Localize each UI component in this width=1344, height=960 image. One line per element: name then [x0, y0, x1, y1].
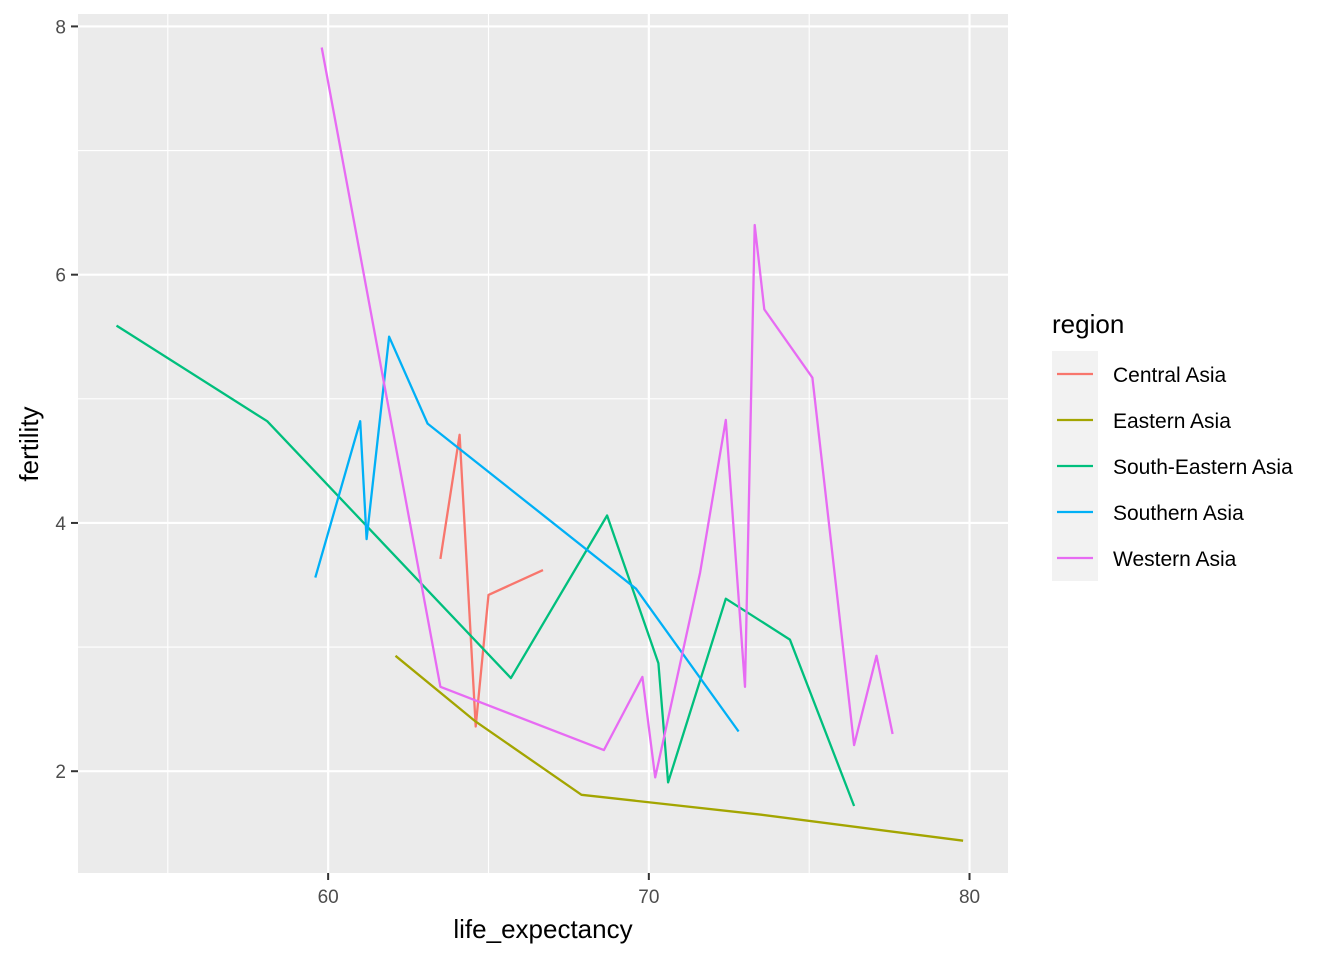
grid-major: [78, 14, 1008, 873]
legend-label-western-asia: Western Asia: [1113, 548, 1237, 571]
series-line-south-eastern-asia: [115, 324, 856, 807]
legend-label-south-eastern-asia: South-Eastern Asia: [1113, 456, 1293, 479]
x-axis-title: life_expectancy: [453, 914, 632, 944]
series-line-southern-asia: [314, 335, 740, 733]
y-tick-label: 6: [55, 266, 66, 287]
panel-background: [78, 14, 1008, 873]
legend-label-southern-asia: Southern Asia: [1113, 502, 1244, 525]
y-tick-label: 2: [55, 762, 66, 783]
axis-ticks: [71, 25, 971, 880]
x-tick-label: 80: [959, 887, 980, 908]
x-tick-label: 60: [318, 887, 339, 908]
legend-items: Central Asia Eastern Asia South-Eastern As…: [1057, 364, 1293, 571]
legend-label-eastern-asia: Eastern Asia: [1113, 410, 1231, 433]
tick-labels: 60 70 80 2 4 6 8: [55, 17, 980, 908]
series-line-central-asia: [439, 433, 544, 728]
legend-title: region: [1052, 309, 1124, 339]
y-tick-label: 8: [55, 17, 66, 38]
series-line-eastern-asia: [394, 654, 964, 842]
series-layer: [115, 47, 964, 842]
legend-label-central-asia: Central Asia: [1113, 364, 1227, 387]
legend: region Central Asia Eastern Asia South-Eas…: [1052, 309, 1293, 581]
series-line-western-asia: [320, 47, 894, 779]
x-tick-label: 70: [638, 887, 659, 908]
y-axis-title: fertility: [14, 406, 44, 481]
y-tick-label: 4: [55, 514, 66, 535]
